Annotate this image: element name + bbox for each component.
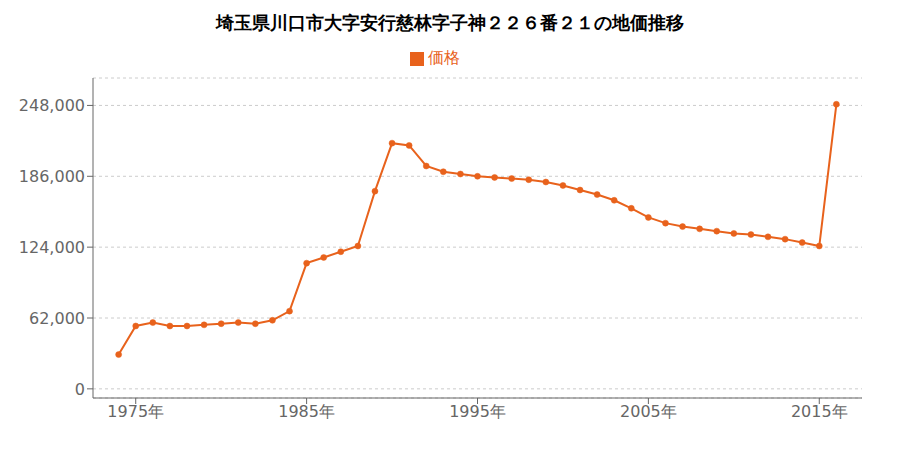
svg-text:1995年: 1995年 bbox=[449, 402, 506, 421]
svg-text:1985年: 1985年 bbox=[278, 402, 335, 421]
svg-text:248,000: 248,000 bbox=[19, 96, 85, 115]
svg-text:124,000: 124,000 bbox=[19, 238, 85, 257]
svg-text:2015年: 2015年 bbox=[791, 402, 848, 421]
html-text:価格: 価格 bbox=[428, 48, 460, 67]
svg-text:1975年: 1975年 bbox=[107, 402, 164, 421]
svg-text:0: 0 bbox=[75, 380, 85, 399]
html-text:埼玉県川口市大字安行慈林字子神２２６番２１の地価推移: 埼玉県川口市大字安行慈林字子神２２６番２１の地価推移 bbox=[216, 12, 684, 33]
svg-text:62,000: 62,000 bbox=[29, 309, 85, 328]
svg-text:2005年: 2005年 bbox=[620, 402, 677, 421]
svg-text:186,000: 186,000 bbox=[19, 167, 85, 186]
